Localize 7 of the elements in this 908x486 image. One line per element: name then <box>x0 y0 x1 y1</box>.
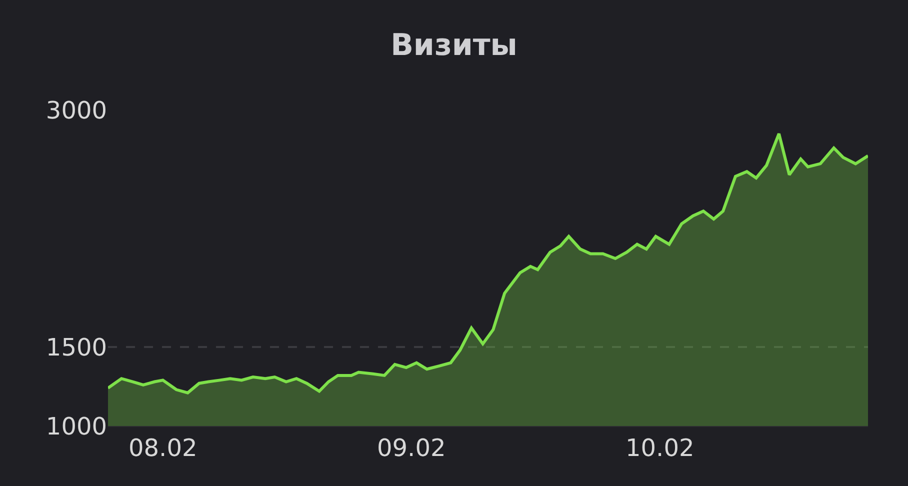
y-tick-label: 1000 <box>46 412 107 440</box>
x-tick-label: 08.02 <box>128 434 198 462</box>
y-tick-label: 3000 <box>46 96 107 124</box>
y-tick-label: 1500 <box>46 333 107 362</box>
x-tick-label: 10.02 <box>626 434 694 462</box>
chart-title: Визиты <box>390 28 518 64</box>
x-tick-label: 09.02 <box>377 434 446 462</box>
